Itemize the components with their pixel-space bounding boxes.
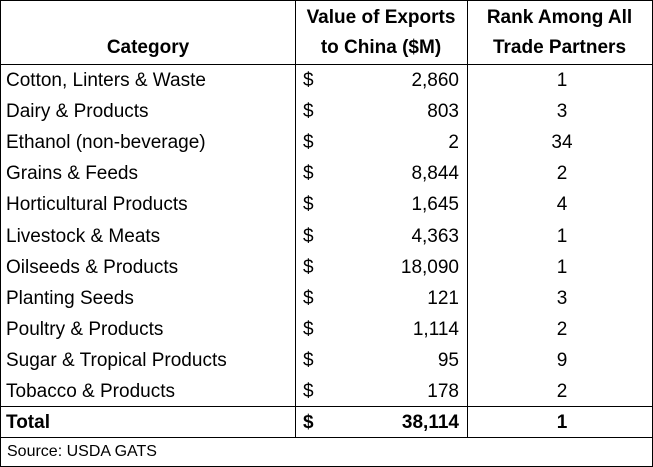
category-cell: Grains & Feeds	[6, 163, 138, 185]
value-cell: 121	[427, 287, 459, 309]
currency-symbol: $	[303, 256, 314, 278]
rank-cell: 1	[556, 70, 568, 91]
header-value-line2: to China ($M)	[320, 37, 442, 58]
category-cell: Horticultural Products	[6, 194, 188, 216]
category-cell: Sugar & Tropical Products	[6, 349, 227, 371]
header-rank-line2: Trade Partners	[492, 37, 627, 58]
source-divider	[1, 437, 652, 438]
currency-symbol: $	[303, 349, 314, 371]
category-cell: Tobacco & Products	[6, 381, 175, 402]
value-cell: 95	[437, 349, 459, 371]
currency-symbol: $	[303, 225, 314, 247]
category-cell: Livestock & Meats	[6, 225, 161, 247]
category-cell: Dairy & Products	[6, 101, 149, 123]
column-divider	[295, 1, 296, 438]
header-category: Category	[106, 37, 190, 58]
currency-symbol: $	[303, 70, 314, 91]
value-cell: 38,114	[401, 412, 459, 434]
value-cell: 1,645	[411, 194, 459, 216]
rank-cell: 4	[556, 194, 568, 216]
value-cell: 1,114	[412, 318, 459, 340]
rank-cell: 34	[551, 132, 573, 154]
currency-symbol: $	[303, 318, 314, 340]
category-cell: Total	[6, 412, 50, 434]
currency-symbol: $	[303, 381, 314, 402]
rank-cell: 9	[556, 349, 568, 371]
value-cell: 4,363	[411, 225, 459, 247]
rank-cell: 1	[556, 225, 568, 247]
rank-cell: 3	[556, 287, 568, 309]
rank-cell: 1	[556, 256, 568, 278]
currency-symbol: $	[303, 412, 314, 434]
header-divider	[1, 64, 652, 65]
currency-symbol: $	[303, 163, 314, 185]
column-divider	[467, 1, 468, 438]
category-cell: Cotton, Linters & Waste	[6, 70, 206, 91]
value-cell: 803	[427, 101, 459, 123]
currency-symbol: $	[303, 287, 314, 309]
value-cell: 18,090	[400, 256, 459, 278]
rank-cell: 1	[556, 412, 568, 434]
category-cell: Ethanol (non-beverage)	[6, 132, 206, 154]
rank-cell: 2	[556, 318, 568, 340]
currency-symbol: $	[303, 194, 314, 216]
rank-cell: 2	[556, 381, 568, 402]
currency-symbol: $	[303, 101, 314, 123]
total-divider	[1, 406, 652, 407]
currency-symbol: $	[303, 132, 314, 154]
value-cell: 178	[427, 381, 459, 402]
value-cell: 2	[448, 132, 459, 154]
header-value-line1: Value of Exports	[306, 7, 456, 28]
header-rank-line1: Rank Among All	[486, 7, 633, 28]
category-cell: Poultry & Products	[6, 318, 164, 340]
category-cell: Oilseeds & Products	[6, 256, 179, 278]
value-cell: 8,844	[411, 163, 459, 185]
rank-cell: 2	[556, 163, 568, 185]
rank-cell: 3	[556, 101, 568, 123]
category-cell: Planting Seeds	[6, 287, 134, 309]
value-cell: 2,860	[411, 70, 459, 91]
source-note: Source: USDA GATS	[7, 443, 157, 460]
